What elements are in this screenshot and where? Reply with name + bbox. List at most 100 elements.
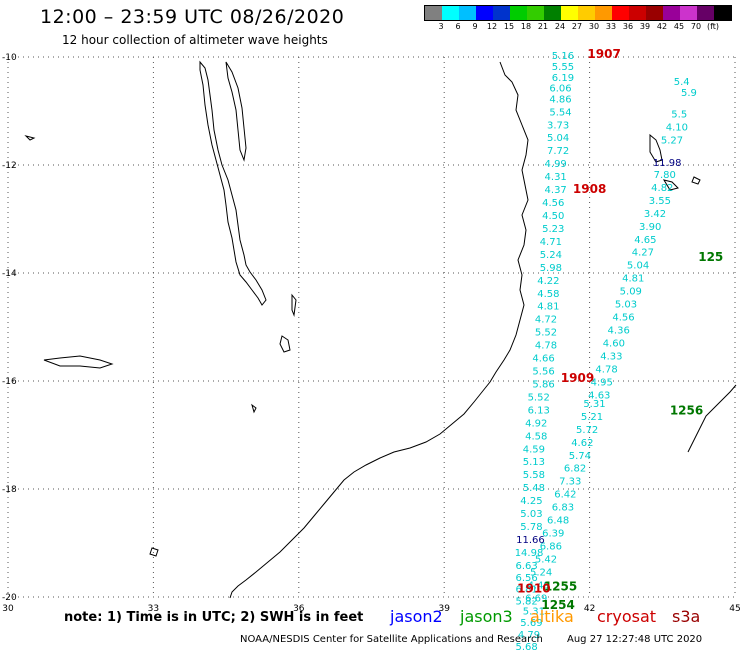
wave-height-value-jason3: 4.59 — [523, 444, 545, 455]
lake-shore — [225, 61, 247, 162]
wave-height-value-jason3: 6.06 — [549, 84, 571, 95]
pass-label: 1909 — [561, 371, 594, 385]
pass-label: 125 — [698, 250, 723, 264]
lake-small-4 — [251, 403, 257, 414]
legend-swatch — [578, 6, 595, 20]
wave-height-value-jason3: 6.86 — [540, 541, 562, 552]
wave-height-value-jason3: 5.27 — [661, 135, 683, 146]
wave-height-value-jason3: 5.52 — [528, 392, 550, 403]
legend-swatch — [527, 6, 544, 20]
lon-tick-label: 39 — [438, 604, 450, 614]
legend-tick-label: 3 — [438, 22, 444, 31]
page-subtitle: 12 hour collection of altimeter wave hei… — [62, 33, 328, 47]
legend-swatch — [442, 6, 459, 20]
wave-height-value-jason3: 4.31 — [545, 172, 567, 183]
lon-tick-label: 45 — [729, 604, 740, 614]
wave-height-value-jason3: 6.81 — [515, 585, 537, 596]
legend-tick-label: 24 — [554, 22, 566, 31]
wave-height-value-jason3: 3.55 — [649, 196, 671, 207]
wave-height-value-jason3: 4.99 — [545, 159, 567, 170]
satellite-legend-altika: altika — [530, 607, 574, 626]
legend-swatch — [493, 6, 510, 20]
wave-height-value-jason3: 6.56 — [515, 573, 537, 584]
legend-tick-label: 33 — [605, 22, 617, 31]
wave-height-value-jason3: 6.48 — [547, 516, 569, 527]
wave-height-value-jason3: 7.80 — [654, 170, 676, 181]
wave-height-value-jason3: 4.82 — [651, 183, 673, 194]
wave-height-value-jason3: 4.79 — [518, 630, 540, 641]
legend-swatch — [510, 6, 527, 20]
mozambique-coast — [229, 61, 529, 599]
legend-tick-label: 6 — [455, 22, 461, 31]
lat-tick-label: -14 — [2, 269, 17, 279]
satellite-legend-s3a: s3a — [672, 607, 701, 626]
lat-tick-label: -16 — [2, 377, 17, 387]
wave-height-value-jason3: 4.22 — [537, 276, 559, 287]
wave-height-value-jason3: 5.9 — [681, 88, 697, 99]
wave-height-value-jason3: 4.60 — [603, 338, 625, 349]
wave-height-value-jason3: 5.03 — [520, 509, 542, 520]
color-scale-legend — [424, 5, 732, 21]
lake-small-5 — [149, 547, 159, 557]
wave-height-value-jason3: 5.68 — [515, 642, 537, 650]
wave-height-value-jason3: 4.33 — [600, 351, 622, 362]
page-title: 12:00 – 23:59 UTC 08/26/2020 — [40, 6, 345, 28]
wave-height-value-jason3: 7.72 — [547, 146, 569, 157]
east-africa-coast — [199, 60, 267, 306]
wave-height-value-jason3: 4.81 — [537, 302, 559, 313]
legend-tick-label: (ft) — [706, 22, 720, 31]
wave-height-value-jason3: 4.95 — [591, 377, 613, 388]
wave-height-value-jason3: 5.58 — [523, 470, 545, 481]
wave-height-value-jason3: 5.13 — [523, 457, 545, 468]
lon-tick-label: 33 — [148, 604, 159, 614]
wave-height-value-jason3: 5.24 — [540, 250, 562, 261]
legend-swatch — [425, 6, 442, 20]
wave-height-value-jason3: 5.5 — [671, 109, 687, 120]
pass-label: 1255 — [544, 580, 577, 594]
coastline — [24, 60, 737, 599]
legend-tick-label: 70 — [690, 22, 702, 31]
wave-height-value-jason2: 11.66 — [516, 535, 545, 546]
pass-label: 1907 — [587, 47, 620, 61]
wave-height-value-jason3: 4.27 — [632, 248, 654, 259]
wave-height-value-jason3: 4.49 — [528, 580, 550, 591]
wave-height-value-jason3: 5.24 — [530, 567, 552, 578]
wave-height-value-jason3: 5.23 — [542, 224, 564, 235]
wave-height-value-jason3: 5.72 — [576, 425, 598, 436]
lat-tick-label: -12 — [2, 161, 17, 171]
lake-small-3 — [24, 135, 36, 141]
legend-tick-label: 27 — [571, 22, 583, 31]
wave-height-value-jason3: 7.33 — [559, 477, 581, 488]
wave-height-value-jason3: 4.71 — [540, 237, 562, 248]
satellite-legend-jason2: jason2 — [390, 607, 443, 626]
lon-tick-label: 30 — [2, 604, 14, 614]
wave-height-value-jason3: 4.86 — [549, 94, 571, 105]
wave-height-value-jason3: 3.42 — [644, 209, 666, 220]
note-text: note: 1) Time is in UTC; 2) SWH is in fe… — [64, 610, 364, 625]
wave-height-value-jason2: 11.98 — [653, 158, 682, 169]
comoros-island-1 — [649, 133, 663, 163]
wave-height-value-jason3: 6.13 — [528, 405, 550, 416]
lon-tick-label: 42 — [584, 604, 595, 614]
legend-swatch — [714, 6, 731, 20]
zambezi-lake — [43, 355, 114, 369]
footer-credit: NOAA/NESDIS Center for Satellite Applica… — [240, 634, 543, 645]
wave-height-value-jason3: 4.66 — [532, 354, 554, 365]
pass-label: 1910 — [517, 582, 550, 596]
wave-height-value-jason3: 4.10 — [666, 122, 688, 133]
madagascar-west-coast — [687, 384, 737, 453]
altimeter-track-values: 5.165.556.196.064.86 5.54 3.73 5.04 7.72 4.99… — [515, 51, 697, 650]
wave-height-value-jason3: 4.37 — [545, 185, 567, 196]
wave-height-value-jason3: 6.82 — [564, 464, 586, 475]
legend-swatch — [663, 6, 680, 20]
wave-height-value-jason3: 5.31 — [583, 399, 605, 410]
wave-height-value-jason3: 5.55 — [552, 62, 574, 73]
legend-tick-label: 15 — [503, 22, 515, 31]
legend-swatch — [680, 6, 697, 20]
legend-swatch — [629, 6, 646, 20]
legend-tick-label: 30 — [588, 22, 600, 31]
lake-small-1 — [279, 335, 291, 353]
legend-swatch — [459, 6, 476, 20]
wave-height-value-jason3: 4.62 — [571, 438, 593, 449]
legend-swatch — [646, 6, 663, 20]
